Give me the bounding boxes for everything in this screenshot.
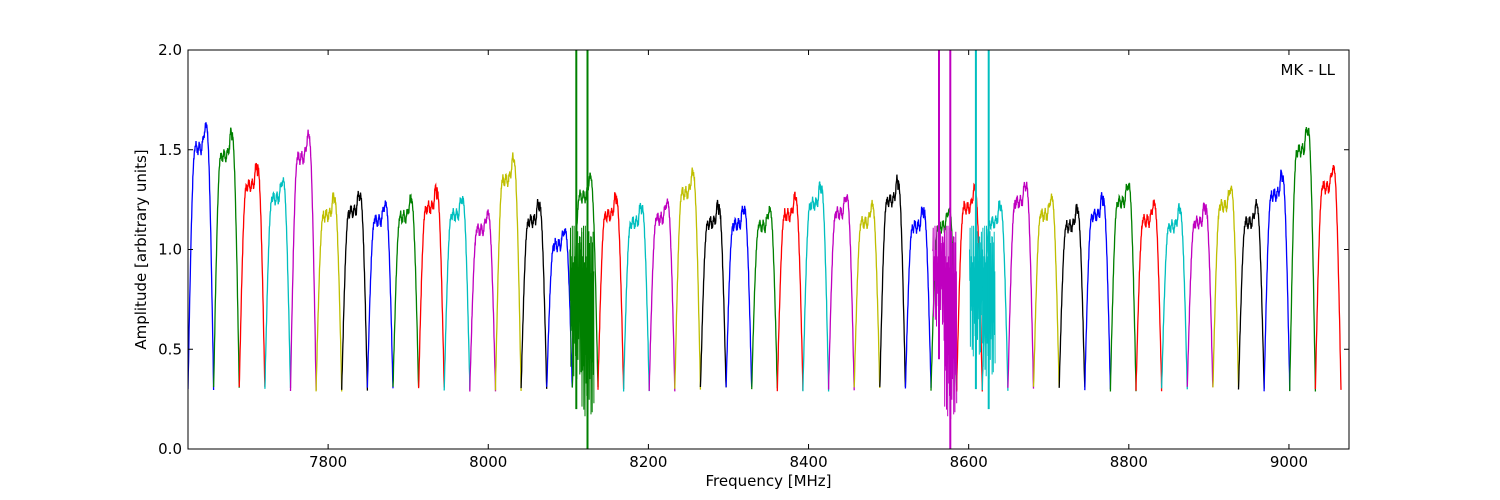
channel-trace-19 bbox=[648, 198, 676, 392]
channel-trace-35 bbox=[1058, 203, 1086, 388]
channel-trace-9 bbox=[392, 193, 420, 387]
channel-trace-2 bbox=[212, 127, 240, 388]
channel-trace-15 bbox=[546, 228, 573, 388]
x-tick-label: 8600 bbox=[950, 453, 988, 471]
y-axis-label: Amplitude [arbitrary units] bbox=[132, 149, 150, 349]
y-tick-label: 0.5 bbox=[158, 340, 182, 358]
x-axis-label: Frequency [MHz] bbox=[705, 472, 831, 490]
x-tick-label: 8200 bbox=[629, 453, 667, 471]
channel-trace-22 bbox=[725, 205, 753, 388]
channel-trace-21 bbox=[699, 199, 727, 388]
channel-trace-7 bbox=[341, 190, 369, 391]
channel-trace-20 bbox=[674, 167, 702, 390]
channel-trace-39 bbox=[1160, 203, 1188, 390]
channel-trace-11 bbox=[443, 196, 471, 391]
channel-trace-36 bbox=[1084, 192, 1112, 391]
channel-trace-6 bbox=[315, 192, 343, 392]
channel-trace-38 bbox=[1135, 199, 1163, 392]
channel-trace-27 bbox=[853, 199, 881, 389]
channel-trace-8 bbox=[366, 200, 394, 389]
channel-trace-34 bbox=[1032, 193, 1060, 387]
channel-trace-31 bbox=[956, 182, 983, 392]
x-tick-label: 7800 bbox=[309, 453, 347, 471]
channel-trace-44 bbox=[1289, 127, 1317, 392]
channel-trace-18 bbox=[622, 202, 650, 392]
channel-trace-26 bbox=[827, 194, 855, 391]
channel-trace-37 bbox=[1109, 182, 1137, 392]
channel-trace-3 bbox=[238, 162, 266, 388]
channel-trace-43 bbox=[1263, 169, 1291, 392]
channel-trace-41 bbox=[1212, 185, 1240, 388]
channel-trace-28 bbox=[879, 174, 907, 387]
channel-trace-17 bbox=[597, 192, 625, 390]
x-tick-label: 8400 bbox=[789, 453, 827, 471]
x-tick-label: 8800 bbox=[1110, 453, 1148, 471]
channel-trace-42 bbox=[1237, 198, 1265, 390]
plot-area bbox=[188, 50, 1349, 449]
x-tick-label: 8000 bbox=[469, 453, 507, 471]
y-tick-label: 1.5 bbox=[158, 141, 182, 159]
channel-trace-10 bbox=[417, 182, 445, 389]
channel-trace-5 bbox=[289, 129, 317, 392]
channel-trace-14 bbox=[520, 198, 548, 389]
y-tick-label: 0.0 bbox=[158, 440, 182, 458]
annotation-label: MK - LL bbox=[1281, 61, 1336, 79]
tick-layer: 7800 8000 8200 8400 8600 8800 9000 0.0 0.5 1.0 1.5… bbox=[158, 41, 1349, 471]
channel-trace-40 bbox=[1186, 202, 1214, 388]
x-tick-label: 9000 bbox=[1270, 453, 1308, 471]
channel-trace-24 bbox=[776, 191, 804, 392]
channel-trace-45 bbox=[1314, 165, 1342, 390]
channel-trace-23 bbox=[751, 205, 778, 390]
channel-trace-12 bbox=[469, 209, 497, 392]
channel-trace-13 bbox=[494, 152, 522, 392]
channel-trace-4 bbox=[264, 177, 292, 389]
channel-trace-1 bbox=[188, 122, 215, 391]
channel-trace-33 bbox=[1007, 181, 1035, 389]
channel-trace-29 bbox=[904, 206, 932, 389]
channel-trace-25 bbox=[802, 181, 830, 392]
series-layer bbox=[188, 50, 1342, 449]
y-tick-label: 2.0 bbox=[158, 41, 182, 59]
y-tick-label: 1.0 bbox=[158, 241, 182, 259]
